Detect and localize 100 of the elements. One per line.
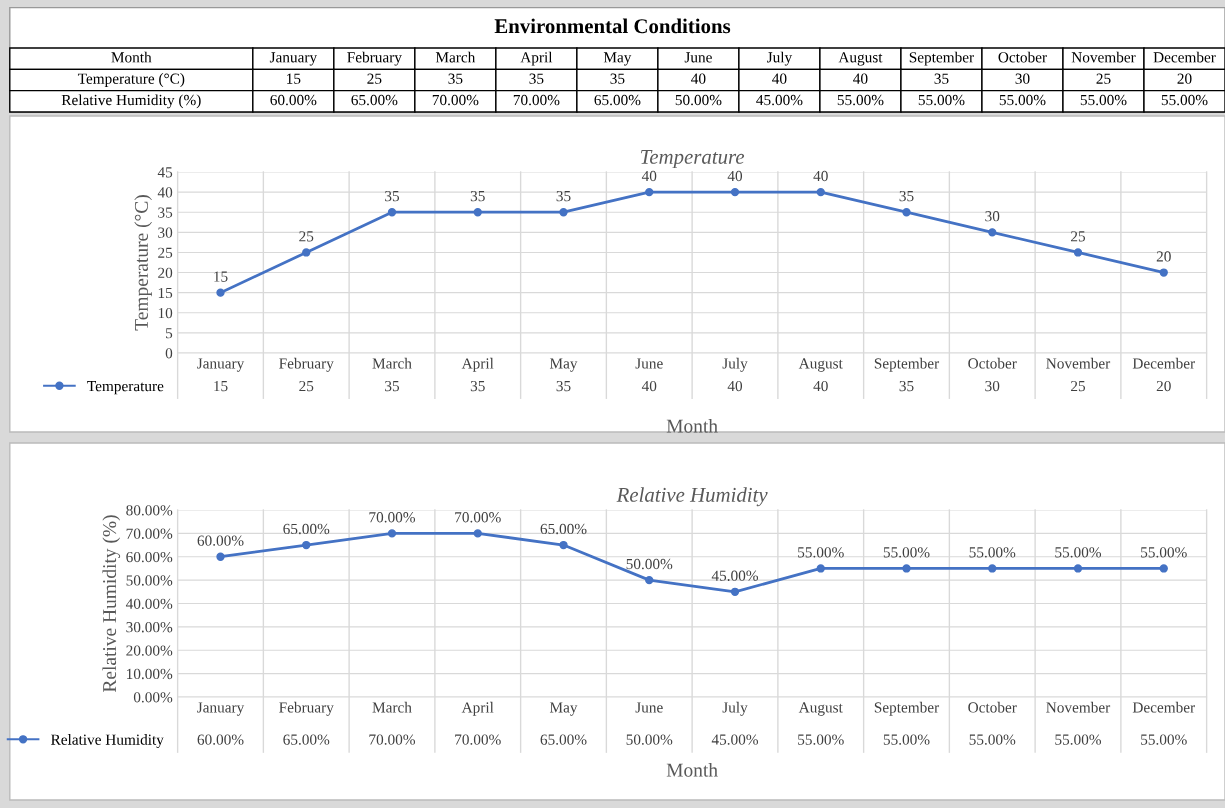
- point: [902, 564, 911, 573]
- data-label: 25: [367, 73, 382, 84]
- data-label: 55.00%: [969, 734, 1016, 745]
- x-tick-label: November: [1046, 701, 1111, 713]
- y-axis-title: Temperature (°C): [134, 195, 152, 331]
- data-label: 55.00%: [1080, 94, 1127, 106]
- legend-label: Temperature: [87, 381, 164, 395]
- text: 55.00%: [798, 547, 844, 558]
- y-tick-label: 20.00%: [126, 645, 173, 656]
- data-label: 55.00%: [883, 734, 930, 745]
- data-label: 40: [813, 380, 828, 392]
- point: [387, 529, 397, 538]
- x-tick-label: June: [635, 358, 663, 369]
- data-label: 15: [214, 380, 228, 392]
- x-tick-label: February: [279, 357, 334, 372]
- point: [730, 587, 740, 596]
- y-tick-label: 5: [166, 328, 173, 339]
- text: Relative Humidity (%): [61, 94, 201, 109]
- point: [816, 564, 825, 573]
- data-label: 35: [934, 73, 949, 84]
- data-label: 55.00%: [798, 734, 844, 745]
- x-tick-label: February: [279, 701, 334, 716]
- x-tick-label: April: [461, 357, 494, 372]
- data-label: 70.00%: [455, 734, 501, 745]
- point: [302, 540, 311, 550]
- text: 20: [1156, 251, 1171, 262]
- x-tick-label: October: [968, 357, 1017, 369]
- category-label: November: [1071, 51, 1136, 63]
- text: 35: [899, 190, 914, 202]
- point: [216, 288, 225, 297]
- category-label: July: [767, 51, 793, 66]
- x-tick-label: July: [722, 357, 748, 372]
- data-label: 35: [385, 380, 400, 392]
- data-label: 30: [985, 380, 1000, 392]
- text: Environmental Conditions: [494, 18, 731, 34]
- point: [1073, 248, 1083, 257]
- text: 60.00%: [197, 535, 244, 546]
- data-label: 55.00%: [1161, 94, 1208, 106]
- text: 25: [1071, 231, 1086, 242]
- data-label: 35: [610, 73, 625, 84]
- data-label: 35: [448, 73, 463, 84]
- x-tick-label: September: [874, 701, 940, 716]
- point: [988, 564, 997, 573]
- text: Temperature (°C): [77, 73, 185, 87]
- y-tick-label: 30: [158, 227, 173, 238]
- text: 65.00%: [283, 523, 330, 535]
- x-tick-label: December: [1132, 701, 1195, 713]
- data-label: 35: [470, 380, 485, 392]
- data-label: 55.00%: [918, 94, 965, 106]
- data-label: 35: [529, 73, 544, 84]
- data-label: 25: [299, 380, 314, 392]
- category-label: January: [269, 52, 318, 66]
- data-label: 65.00%: [283, 734, 330, 745]
- point: [902, 208, 911, 217]
- category-label: February: [347, 51, 402, 66]
- data-label: 55.00%: [837, 94, 884, 106]
- y-tick-label: 60.00%: [126, 551, 173, 563]
- text: 15: [214, 271, 228, 282]
- x-tick-label: December: [1132, 357, 1195, 369]
- point: [988, 228, 997, 237]
- data-label: 30: [1015, 73, 1030, 84]
- data-label: 70.00%: [369, 734, 416, 745]
- y-tick-label: 15: [158, 287, 173, 299]
- category-label: April: [520, 51, 553, 66]
- category-label: June: [684, 52, 712, 63]
- data-label: 70.00%: [432, 94, 479, 106]
- text: 55.00%: [1141, 547, 1187, 558]
- data-label: 45.00%: [711, 734, 759, 745]
- chart-title: Relative Humidity: [616, 487, 768, 507]
- data-label: 60.00%: [270, 94, 317, 106]
- data-label: 50.00%: [626, 734, 673, 745]
- data-label: 40: [691, 73, 706, 84]
- text: 55.00%: [969, 547, 1016, 558]
- y-tick-label: 40.00%: [125, 598, 173, 610]
- data-label: 40: [641, 380, 657, 392]
- point: [816, 187, 825, 197]
- category-label: March: [435, 51, 476, 63]
- y-tick-label: 50.00%: [126, 575, 173, 586]
- x-tick-label: May: [549, 702, 578, 716]
- text: 50.00%: [626, 558, 673, 570]
- point: [645, 187, 654, 197]
- point: [216, 552, 225, 561]
- x-tick-label: June: [635, 702, 663, 713]
- data-label: 45.00%: [756, 94, 803, 106]
- data-label: 35: [556, 380, 571, 392]
- y-axis-title: Relative Humidity (%): [102, 515, 121, 693]
- x-tick-label: October: [968, 701, 1017, 713]
- text: 35: [556, 190, 571, 202]
- data-label: 55.00%: [1141, 734, 1187, 745]
- x-tick-label: March: [372, 701, 412, 713]
- text: 25: [299, 231, 314, 242]
- data-label: 25: [1096, 73, 1111, 84]
- text: 70.00%: [455, 512, 501, 523]
- text: 35: [470, 190, 485, 202]
- x-tick-label: July: [722, 701, 748, 716]
- data-label: 70.00%: [513, 94, 560, 106]
- category-label: December: [1153, 51, 1216, 63]
- data-label: 40: [853, 73, 868, 84]
- x-tick-label: November: [1046, 357, 1111, 369]
- data-label: 40: [772, 73, 787, 84]
